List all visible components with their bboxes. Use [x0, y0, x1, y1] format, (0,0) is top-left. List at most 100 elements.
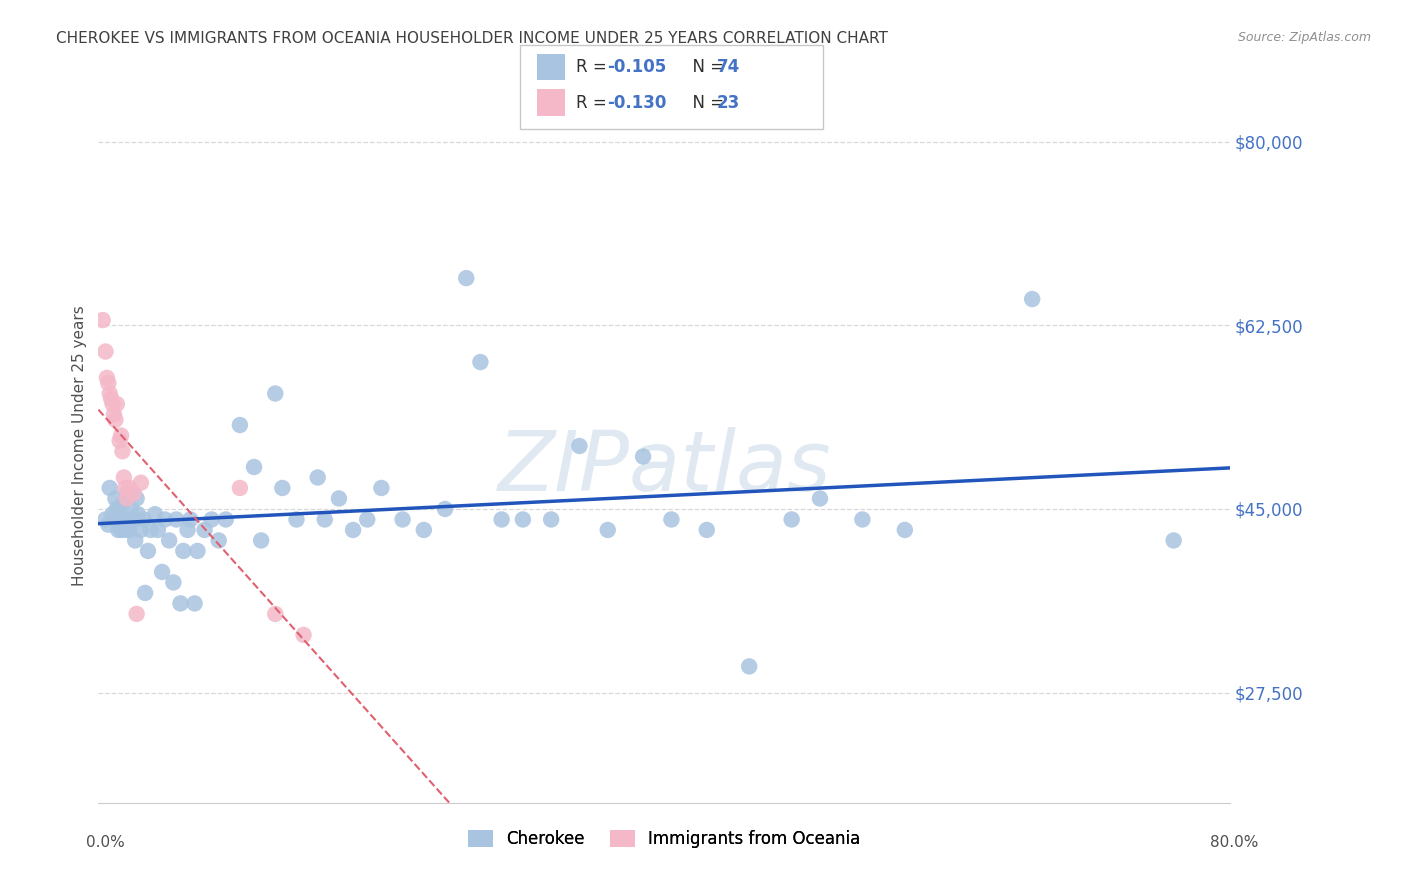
Point: [176, 523, 198, 537]
Point: [108, 512, 131, 526]
Point: [215, 512, 238, 526]
Point: [434, 502, 457, 516]
Point: [104, 413, 127, 427]
Text: Source: ZipAtlas.com: Source: ZipAtlas.com: [1237, 31, 1371, 45]
Point: [134, 586, 156, 600]
Point: [129, 523, 152, 537]
Point: [1163, 533, 1185, 548]
Point: [101, 397, 124, 411]
Text: N =: N =: [682, 94, 730, 112]
Point: [165, 512, 187, 526]
Point: [307, 470, 329, 484]
Point: [127, 507, 149, 521]
Point: [172, 544, 194, 558]
Point: [94, 344, 117, 359]
Point: [117, 512, 139, 526]
Text: 0.0%: 0.0%: [86, 836, 125, 850]
Text: 74: 74: [717, 58, 741, 76]
Point: [1021, 292, 1043, 306]
Point: [271, 481, 294, 495]
Text: -0.130: -0.130: [607, 94, 666, 112]
Point: [97, 376, 120, 390]
Point: [118, 523, 141, 537]
Point: [125, 491, 148, 506]
Point: [105, 502, 128, 516]
Point: [110, 428, 132, 442]
Point: [136, 544, 159, 558]
Point: [94, 512, 117, 526]
Point: [292, 628, 315, 642]
Point: [342, 523, 364, 537]
Point: [98, 386, 121, 401]
Point: [114, 481, 136, 495]
Point: [146, 523, 169, 537]
Point: [101, 507, 124, 521]
Y-axis label: Householder Income Under 25 years: Householder Income Under 25 years: [72, 306, 87, 586]
Text: 80.0%: 80.0%: [1211, 836, 1258, 850]
Point: [183, 596, 205, 610]
Point: [100, 392, 122, 406]
Point: [153, 512, 176, 526]
Point: [115, 491, 138, 506]
Point: [129, 475, 152, 490]
Text: N =: N =: [682, 58, 730, 76]
Point: [851, 512, 873, 526]
Point: [391, 512, 413, 526]
Point: [596, 523, 619, 537]
Point: [285, 512, 308, 526]
Point: [193, 523, 215, 537]
Text: 23: 23: [717, 94, 741, 112]
Point: [738, 659, 761, 673]
Point: [491, 512, 513, 526]
Text: ZIPatlas: ZIPatlas: [498, 427, 831, 508]
Point: [114, 523, 136, 537]
Point: [143, 507, 166, 521]
Point: [122, 512, 145, 526]
Point: [356, 512, 378, 526]
Point: [169, 596, 191, 610]
Point: [111, 444, 134, 458]
Point: [125, 607, 148, 621]
Point: [112, 512, 135, 526]
Point: [208, 533, 231, 548]
Point: [470, 355, 492, 369]
Legend: Cherokee, Immigrants from Oceania: Cherokee, Immigrants from Oceania: [461, 823, 868, 855]
Point: [808, 491, 831, 506]
Point: [568, 439, 591, 453]
Point: [103, 408, 125, 422]
Point: [150, 565, 173, 579]
Point: [264, 386, 287, 401]
Point: [201, 512, 224, 526]
Point: [243, 460, 266, 475]
Point: [314, 512, 336, 526]
Point: [780, 512, 803, 526]
Point: [456, 271, 478, 285]
Point: [186, 544, 208, 558]
Point: [91, 313, 114, 327]
Point: [115, 486, 138, 500]
Point: [124, 533, 146, 548]
Point: [105, 397, 128, 411]
Point: [328, 491, 350, 506]
Text: R =: R =: [576, 94, 613, 112]
Point: [108, 434, 131, 448]
Point: [157, 533, 180, 548]
Text: R =: R =: [576, 58, 613, 76]
Point: [96, 371, 118, 385]
Text: -0.105: -0.105: [607, 58, 666, 76]
Point: [139, 523, 162, 537]
Point: [512, 512, 534, 526]
Point: [370, 481, 392, 495]
Point: [631, 450, 654, 464]
Point: [97, 517, 120, 532]
Point: [250, 533, 273, 548]
Point: [111, 497, 134, 511]
Point: [118, 481, 141, 495]
Point: [162, 575, 184, 590]
Point: [122, 486, 145, 500]
Point: [98, 481, 121, 495]
Point: [264, 607, 287, 621]
Point: [132, 512, 155, 526]
Point: [229, 417, 252, 432]
Point: [104, 491, 127, 506]
